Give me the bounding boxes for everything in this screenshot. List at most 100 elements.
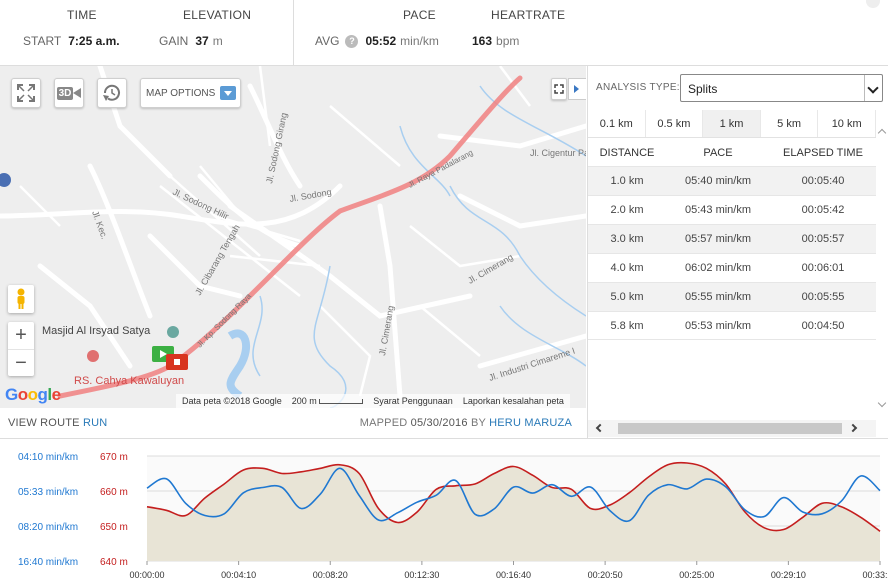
- panel-horizontal-scrollbar[interactable]: [588, 420, 876, 437]
- chart-x-ticks: 00:00:00 00:04:10 00:08:20 00:12:30 00:16:40…: [129, 561, 888, 580]
- pace-tick-label: 05:33 min/km: [18, 487, 78, 498]
- cell-distance: 2.0 km: [610, 204, 644, 216]
- split-tabs: 0.1 km 0.5 km 1 km 5 km 10 km: [588, 110, 876, 138]
- panel-vertical-scrollbar[interactable]: [876, 110, 888, 410]
- collapse-panel-button[interactable]: [568, 78, 586, 100]
- analysis-type-value: Splits: [688, 82, 718, 96]
- street-view-button[interactable]: [8, 285, 34, 313]
- zoom-in-button[interactable]: +: [15, 324, 27, 346]
- cell-distance: 5.0 km: [610, 291, 644, 303]
- pegman-icon: [17, 288, 25, 309]
- map-options-button[interactable]: MAP OPTIONS: [140, 78, 241, 108]
- mapped-info: MAPPED 05/30/2016 BY HERU MARUZA: [360, 417, 572, 429]
- elevation-gain: GAIN 37 m: [159, 34, 223, 48]
- chart-canvas[interactable]: 04:10 min/km 670 m 05:33 min/km 660 m 08:20 …: [0, 439, 888, 584]
- mapped-date: 05/30/2016: [410, 417, 468, 429]
- pace-elevation-chart[interactable]: 04:10 min/km 670 m 05:33 min/km 660 m 08:20 …: [0, 438, 888, 584]
- route-info-bar: VIEW ROUTE RUN MAPPED 05/30/2016 BY HERU…: [0, 408, 586, 438]
- elevation-gain-value: 37: [195, 34, 209, 48]
- cell-distance: 3.0 km: [610, 233, 644, 245]
- time-start: START 7:25 a.m.: [23, 34, 120, 48]
- fullscreen-button[interactable]: [11, 78, 41, 108]
- stats-divider: [293, 0, 294, 66]
- tab-5-km[interactable]: 5 km: [761, 110, 819, 137]
- scroll-up-icon[interactable]: [877, 128, 887, 138]
- map-roads: [0, 66, 586, 399]
- splits-table-body: 1.0 km 05:40 min/km 00:05:40 2.0 km 05:4…: [588, 166, 876, 340]
- mapped-author-link[interactable]: HERU MARUZA: [489, 417, 572, 429]
- table-row: 4.0 km 06:02 min/km 00:06:01: [588, 253, 876, 282]
- elevation-tick-label: 660 m: [100, 487, 128, 498]
- label-cibarang: Jl. Cibarang Tengah: [193, 223, 242, 297]
- view-route-link[interactable]: RUN: [82, 417, 108, 429]
- terms-link[interactable]: Syarat Penggunaan: [373, 396, 453, 406]
- rotate-icon: [103, 84, 120, 101]
- zoom-out-button[interactable]: −: [8, 349, 34, 376]
- table-row: 1.0 km 05:40 min/km 00:05:40: [588, 166, 876, 195]
- tab-1-km[interactable]: 1 km: [703, 110, 761, 137]
- map-location-dot[interactable]: [0, 173, 11, 187]
- cell-elapsed: 00:05:55: [801, 291, 845, 303]
- heartrate-unit: bpm: [496, 34, 520, 48]
- pace-tick-label: 04:10 min/km: [18, 452, 78, 463]
- route-map[interactable]: Masjid Al Irsyad Satya RS. Cahya Kawaluy…: [0, 66, 586, 408]
- help-icon[interactable]: ?: [345, 34, 359, 48]
- chevron-down-icon: [220, 86, 236, 100]
- scroll-thumb[interactable]: [618, 423, 842, 434]
- view-route-label: VIEW ROUTE: [8, 417, 80, 429]
- cell-pace: 05:55 min/km: [684, 291, 752, 303]
- elevation-tick-label: 640 m: [100, 557, 128, 568]
- scroll-left-icon[interactable]: [595, 423, 605, 433]
- elevation-heading: ELEVATION: [183, 8, 252, 22]
- zoom-control: + −: [8, 322, 34, 376]
- hospital-pin-icon[interactable]: [87, 350, 99, 362]
- table-row: 2.0 km 05:43 min/km 00:05:42: [588, 195, 876, 224]
- scroll-down-icon[interactable]: [877, 398, 887, 408]
- pace-heading: PACE: [403, 8, 436, 22]
- cell-elapsed: 00:05:40: [801, 175, 845, 187]
- google-logo[interactable]: Google: [5, 385, 61, 404]
- chevron-down-icon: [864, 75, 882, 101]
- tab-10-km[interactable]: 10 km: [818, 110, 876, 137]
- tab-0-5-km[interactable]: 0.5 km: [646, 110, 704, 137]
- expand-small-icon: [554, 84, 564, 94]
- map-fullscreen-small-button[interactable]: [551, 78, 567, 100]
- tab-0-1-km[interactable]: 0.1 km: [588, 110, 646, 137]
- camera-icon: [73, 88, 82, 98]
- top-scroll-icon[interactable]: [866, 0, 880, 8]
- pace-avg-value: 05:52: [365, 34, 397, 48]
- scale-bar: [319, 399, 364, 404]
- map-canvas[interactable]: Masjid Al Irsyad Satya RS. Cahya Kawaluy…: [0, 66, 586, 408]
- scroll-right-icon[interactable]: [848, 423, 858, 433]
- elevation-tick-label: 650 m: [100, 522, 128, 533]
- cell-elapsed: 00:04:50: [801, 320, 845, 332]
- cell-pace: 05:40 min/km: [684, 175, 752, 187]
- x-tick-label: 00:20:50: [588, 570, 623, 580]
- label-cimerang: Jl. Cimerang: [466, 252, 515, 286]
- label-rs: RS. Cahya Kawaluyan: [74, 375, 184, 387]
- elevation-tick-label: 670 m: [100, 452, 128, 463]
- cell-elapsed: 00:05:42: [801, 204, 845, 216]
- map-scale: 200 m: [292, 396, 364, 406]
- chart-y-ticks: 04:10 min/km 670 m 05:33 min/km 660 m 08:20 …: [18, 452, 128, 568]
- view-3d-button[interactable]: 3D: [54, 78, 84, 108]
- label-masjid: Masjid Al Irsyad Satya: [42, 325, 151, 337]
- cell-pace: 05:53 min/km: [684, 320, 752, 332]
- start-flag-glyph: [160, 350, 167, 358]
- stats-bar: TIME START 7:25 a.m. ELEVATION GAIN 37 m…: [0, 0, 888, 66]
- x-tick-label: 00:25:00: [679, 570, 714, 580]
- rotate-button[interactable]: [97, 78, 127, 108]
- map-options-label: MAP OPTIONS: [146, 87, 216, 99]
- cell-pace: 05:57 min/km: [684, 233, 752, 245]
- cell-elapsed: 00:06:01: [801, 262, 845, 274]
- report-link[interactable]: Laporkan kesalahan peta: [462, 396, 564, 406]
- view-3d-label: 3D: [56, 86, 74, 100]
- header-pace: PACE: [703, 147, 733, 159]
- route-line: [57, 75, 523, 399]
- header-distance: DISTANCE: [599, 147, 655, 159]
- x-tick-label: 00:29:10: [771, 570, 806, 580]
- mosque-pin-icon[interactable]: [167, 326, 179, 338]
- analysis-type-select[interactable]: Splits: [680, 74, 883, 102]
- table-row: 3.0 km 05:57 min/km 00:05:57: [588, 224, 876, 253]
- mapped-by-label: BY: [470, 417, 486, 429]
